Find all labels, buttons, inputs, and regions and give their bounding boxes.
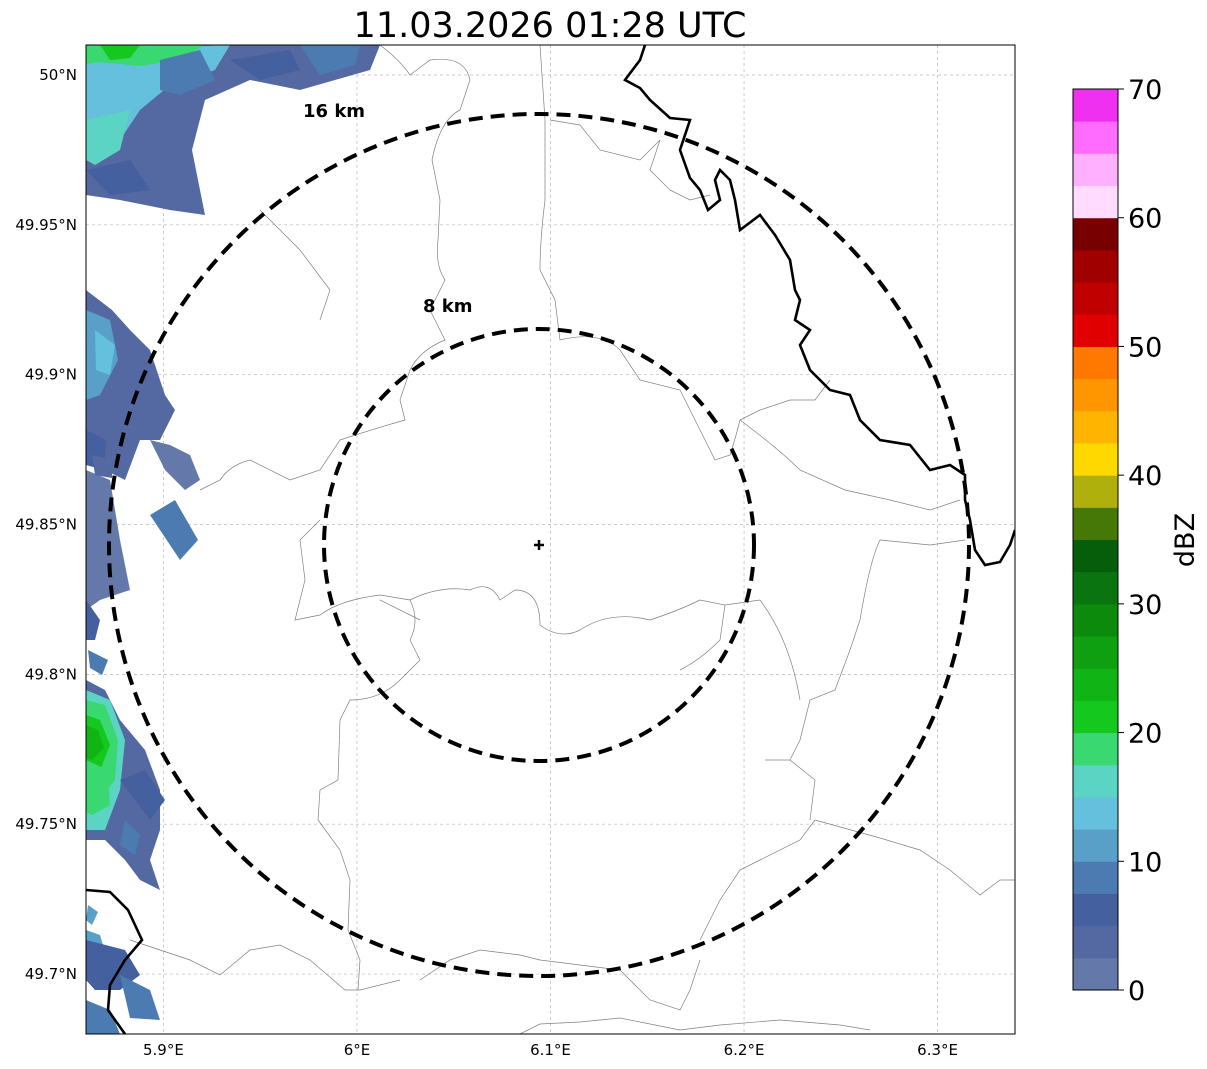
range-ring-label-16km: 16 km: [303, 101, 365, 122]
colorbar-segment: [1073, 603, 1118, 637]
colorbar-segment: [1073, 893, 1118, 927]
lon-tick-label: 6.1°E: [530, 1041, 571, 1059]
colorbar-label: dBZ: [1170, 513, 1201, 567]
colorbar-tick-label: 30: [1128, 590, 1162, 621]
colorbar-tick-label: 50: [1128, 332, 1162, 363]
colorbar-segment: [1073, 539, 1118, 573]
colorbar-segment: [1073, 378, 1118, 412]
colorbar-segment: [1073, 442, 1118, 476]
colorbar-segment: [1073, 410, 1118, 444]
colorbar-segment: [1073, 732, 1118, 766]
colorbar-tick-labels: 0 10 20 30 40 50 60 70: [1118, 75, 1162, 1007]
reflectivity-echoes-southwest: [86, 680, 165, 1034]
colorbar-segment: [1073, 249, 1118, 283]
lat-tick-label: 49.95°N: [15, 216, 77, 234]
lat-tick-label: 49.75°N: [15, 815, 77, 833]
lat-tick-label: 50°N: [39, 66, 77, 84]
colorbar-segment: [1073, 861, 1118, 894]
colorbar-segment: [1073, 282, 1118, 315]
radar-site-marker: [534, 540, 544, 550]
colorbar-tick-label: 20: [1128, 719, 1162, 750]
colorbar-segment: [1073, 217, 1118, 251]
colorbar-segment: [1073, 475, 1118, 508]
colorbar-segment: [1073, 829, 1118, 862]
colorbar-segment: [1073, 185, 1118, 219]
range-ring-16km: [107, 112, 971, 978]
colorbar-segment: [1073, 121, 1118, 154]
colorbar-segment: [1073, 764, 1118, 798]
colorbar-tick-label: 60: [1128, 204, 1162, 235]
colorbar-segment: [1073, 153, 1118, 187]
colorbar-tick-label: 70: [1128, 75, 1162, 106]
colorbar-segment: [1073, 636, 1118, 669]
colorbar-segment: [1073, 507, 1118, 540]
colorbar-segment: [1073, 796, 1118, 830]
range-ring-label-8km: 8 km: [423, 296, 473, 317]
colorbar: 0 10 20 30 40 50 60 70 dBZ: [1072, 75, 1201, 1007]
colorbar-segment: [1073, 925, 1118, 959]
district-boundaries: [129, 45, 1015, 1034]
lon-tick-label: 5.9°E: [143, 1041, 184, 1059]
longitude-tick-labels: 5.9°E 6°E 6.1°E 6.2°E 6.3°E: [143, 1041, 958, 1059]
range-rings: [107, 112, 971, 978]
colorbar-tick-label: 40: [1128, 461, 1162, 492]
lat-tick-label: 49.85°N: [15, 516, 77, 534]
colorbar-segment: [1073, 668, 1118, 701]
reflectivity-echoes-west: [86, 290, 200, 675]
lon-tick-label: 6.3°E: [917, 1041, 958, 1059]
lat-tick-label: 49.7°N: [25, 965, 77, 983]
colorbar-segment: [1073, 571, 1118, 605]
map-title: 11.03.2026 01:28 UTC: [354, 6, 747, 46]
lat-tick-label: 49.8°N: [25, 665, 77, 683]
colorbar-tick-label: 0: [1128, 976, 1145, 1007]
colorbar-segments: [1073, 89, 1118, 991]
lat-tick-label: 49.9°N: [25, 366, 77, 384]
reflectivity-echoes-northwest: [86, 45, 380, 215]
range-ring-8km: [322, 327, 756, 763]
latitude-tick-labels: 50°N 49.95°N 49.9°N 49.85°N 49.8°N 49.75°N 49.…: [15, 66, 77, 983]
colorbar-segment: [1073, 346, 1118, 380]
colorbar-frame: [1072, 88, 1119, 991]
colorbar-segment: [1073, 957, 1118, 991]
lon-tick-label: 6°E: [344, 1041, 371, 1059]
colorbar-segment: [1073, 314, 1118, 347]
colorbar-segment: [1073, 89, 1118, 122]
colorbar-tick-label: 10: [1128, 847, 1162, 878]
map-frame: [85, 44, 1016, 1035]
graticule-gridlines: [86, 45, 1015, 1034]
lon-tick-label: 6.2°E: [724, 1041, 765, 1059]
colorbar-segment: [1073, 700, 1118, 734]
